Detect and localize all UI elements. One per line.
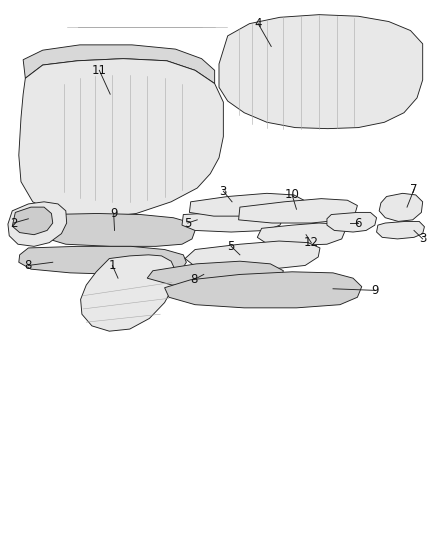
Polygon shape (147, 261, 283, 287)
Polygon shape (327, 213, 377, 232)
Text: 7: 7 (410, 183, 418, 196)
Text: 9: 9 (110, 207, 117, 220)
Polygon shape (81, 255, 176, 331)
Text: 8: 8 (25, 259, 32, 272)
Polygon shape (219, 14, 423, 128)
Text: 8: 8 (190, 273, 198, 286)
Text: 6: 6 (354, 216, 362, 230)
Text: 9: 9 (371, 284, 378, 297)
Polygon shape (182, 211, 283, 232)
Polygon shape (19, 59, 223, 219)
Polygon shape (12, 207, 53, 235)
Text: 5: 5 (184, 216, 191, 230)
Polygon shape (8, 202, 67, 246)
Text: 10: 10 (285, 189, 300, 201)
Polygon shape (185, 241, 320, 269)
Text: 1: 1 (109, 259, 116, 272)
Polygon shape (189, 193, 304, 216)
Polygon shape (165, 272, 362, 308)
Text: 2: 2 (10, 216, 18, 230)
Text: 3: 3 (419, 232, 426, 245)
Polygon shape (257, 223, 345, 245)
Text: 12: 12 (304, 236, 319, 249)
Polygon shape (239, 199, 357, 223)
Text: 3: 3 (220, 185, 227, 198)
Text: 4: 4 (254, 17, 262, 30)
Polygon shape (379, 193, 423, 221)
Polygon shape (19, 246, 186, 274)
Text: 11: 11 (92, 64, 107, 77)
Text: 5: 5 (227, 240, 235, 253)
Polygon shape (23, 45, 215, 84)
Polygon shape (37, 214, 195, 246)
Polygon shape (377, 221, 424, 239)
